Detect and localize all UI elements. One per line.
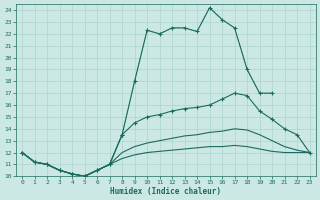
X-axis label: Humidex (Indice chaleur): Humidex (Indice chaleur) (110, 187, 221, 196)
